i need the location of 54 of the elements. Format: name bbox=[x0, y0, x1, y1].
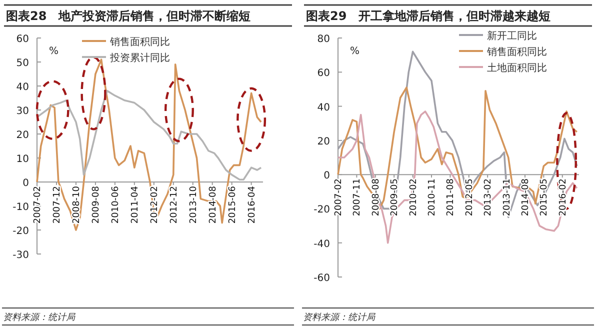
x-tick-label: 2014-08 bbox=[208, 186, 218, 224]
x-tick-label: 2010-11 bbox=[427, 178, 438, 216]
y-tick-label: 10 bbox=[16, 154, 29, 165]
y-tick-label: -20 bbox=[12, 226, 29, 237]
text: 资料来源：统计局 bbox=[303, 312, 376, 323]
y-tick-label: 0 bbox=[22, 178, 29, 189]
x-tick-label: 2007-02 bbox=[33, 186, 43, 224]
legend-label: 投资累计同比 bbox=[109, 52, 170, 64]
y-tick-label: 30 bbox=[16, 106, 29, 117]
x-tick-label: 2016-02 bbox=[558, 178, 568, 216]
y-tick-label: -40 bbox=[314, 238, 330, 250]
x-tick-label: 2009-08 bbox=[91, 186, 102, 224]
y-tick-label: -20 bbox=[314, 204, 330, 216]
y-axis-title: % bbox=[49, 46, 59, 57]
y-axis-title: % bbox=[350, 46, 360, 57]
x-tick-label: 2007-11 bbox=[352, 178, 363, 216]
y-tick-label: 40 bbox=[16, 82, 29, 93]
x-tick-label: 2008-08 bbox=[371, 178, 382, 216]
x-tick-label: 2014-08 bbox=[520, 178, 531, 216]
x-tick-label: 2008-10 bbox=[72, 186, 82, 224]
y-tick-label: 20 bbox=[16, 130, 29, 141]
legend-label: 销售面积同比 bbox=[109, 36, 170, 48]
x-tick-label: 2012-05 bbox=[464, 178, 475, 216]
x-tick-label: 2012-02 bbox=[150, 186, 160, 224]
legend-label: 土地面积同比 bbox=[487, 62, 547, 74]
x-tick-label: 2011-08 bbox=[446, 178, 456, 216]
y-tick-label: 60 bbox=[317, 68, 330, 80]
y-tick-label: -30 bbox=[12, 250, 29, 261]
y-tick-label: 0 bbox=[324, 170, 330, 182]
legend-label: 新开工同比 bbox=[487, 30, 537, 42]
x-tick-label: 2012-12 bbox=[169, 186, 180, 224]
x-tick-label: 2013-11 bbox=[502, 178, 512, 216]
x-tick-label: 2011-04 bbox=[130, 186, 140, 224]
x-tick-label: 2009-05 bbox=[390, 178, 400, 216]
x-tick-label: 2010-02 bbox=[408, 178, 419, 216]
y-tick-label: 20 bbox=[317, 136, 330, 148]
legend-label: 销售面积同比 bbox=[486, 46, 547, 58]
y-tick-label: 60 bbox=[16, 34, 29, 45]
chart-title: 图表28 地产投资滞后销售，但时滞不断缩短 bbox=[6, 9, 251, 23]
y-tick-label: 40 bbox=[317, 102, 330, 114]
x-tick-label: 2007-02 bbox=[334, 178, 344, 216]
y-tick-label: 80 bbox=[317, 34, 330, 45]
x-tick-label: 2013-02 bbox=[484, 178, 494, 216]
x-tick-label: 2016-04 bbox=[247, 186, 258, 224]
x-tick-label: 2007-12 bbox=[52, 186, 62, 224]
chart-title: 图表29 开工拿地滞后销售，但时滞越来越短 bbox=[306, 9, 551, 23]
x-tick-label: 2015-05 bbox=[540, 178, 550, 216]
x-tick-label: 2013-10 bbox=[188, 186, 199, 224]
y-tick-label: 50 bbox=[16, 58, 29, 69]
y-tick-label: -60 bbox=[314, 273, 330, 284]
x-tick-label: 2010-06 bbox=[110, 186, 121, 224]
text: 资料来源：统计局 bbox=[3, 312, 76, 323]
y-tick-label: -10 bbox=[12, 202, 29, 213]
x-tick-label: 2015-06 bbox=[228, 186, 238, 224]
